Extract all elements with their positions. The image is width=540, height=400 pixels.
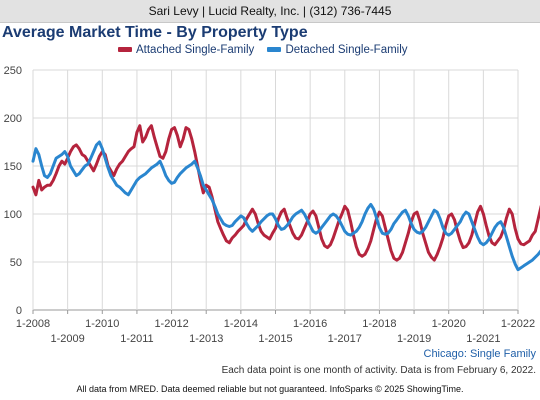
y-tick-label: 0 (16, 305, 22, 317)
x-tick-label: 1-2016 (293, 318, 327, 330)
y-tick-label: 200 (4, 113, 22, 125)
x-tick-label: 1-2013 (189, 333, 223, 345)
x-tick-label: 1-2009 (51, 333, 85, 345)
x-tick-label: 1-2022 (501, 318, 535, 330)
y-tick-label: 50 (10, 257, 22, 269)
series-line-detached (31, 140, 540, 272)
y-tick-label: 250 (4, 65, 22, 77)
chart-legend: Attached Single-Family Detached Single-F… (118, 44, 418, 56)
x-tick-label: 1-2010 (85, 318, 119, 330)
agent-contact-line: Sari Levy | Lucid Realty, Inc. | (312) 7… (148, 4, 392, 18)
x-tick-label: 1-2021 (466, 333, 500, 345)
legend-swatch-detached (267, 47, 282, 53)
y-tick-label: 100 (4, 209, 22, 221)
data-note: Each data point is one month of activity… (221, 365, 536, 376)
x-tick-label: 1-2014 (224, 318, 258, 330)
x-tick-label: 1-2008 (16, 318, 50, 330)
legend-item-detached[interactable]: Detached Single-Family (267, 44, 408, 56)
agent-header-bar: Sari Levy | Lucid Realty, Inc. | (312) 7… (0, 0, 540, 23)
x-tick-label: 1-2020 (432, 318, 466, 330)
x-tick-label: 1-2011 (120, 333, 153, 345)
y-tick-label: 150 (4, 161, 22, 173)
footer-disclaimer: All data from MRED. Data deemed reliable… (76, 384, 464, 394)
legend-label-attached: Attached Single-Family (136, 44, 255, 56)
x-tick-label: 1-2012 (154, 318, 188, 330)
legend-item-attached[interactable]: Attached Single-Family (118, 44, 257, 56)
chart-title: Average Market Time - By Property Type (2, 24, 308, 41)
x-tick-label: 1-2015 (258, 333, 292, 345)
x-tick-label: 1-2019 (397, 333, 431, 345)
series-line-attached (31, 124, 540, 262)
x-tick-label: 1-2018 (362, 318, 396, 330)
legend-label-detached: Detached Single-Family (285, 44, 408, 56)
x-tick-label: 1-2017 (328, 333, 362, 345)
legend-swatch-attached (118, 47, 132, 53)
chart-caption: Chicago: Single Family (423, 348, 537, 360)
